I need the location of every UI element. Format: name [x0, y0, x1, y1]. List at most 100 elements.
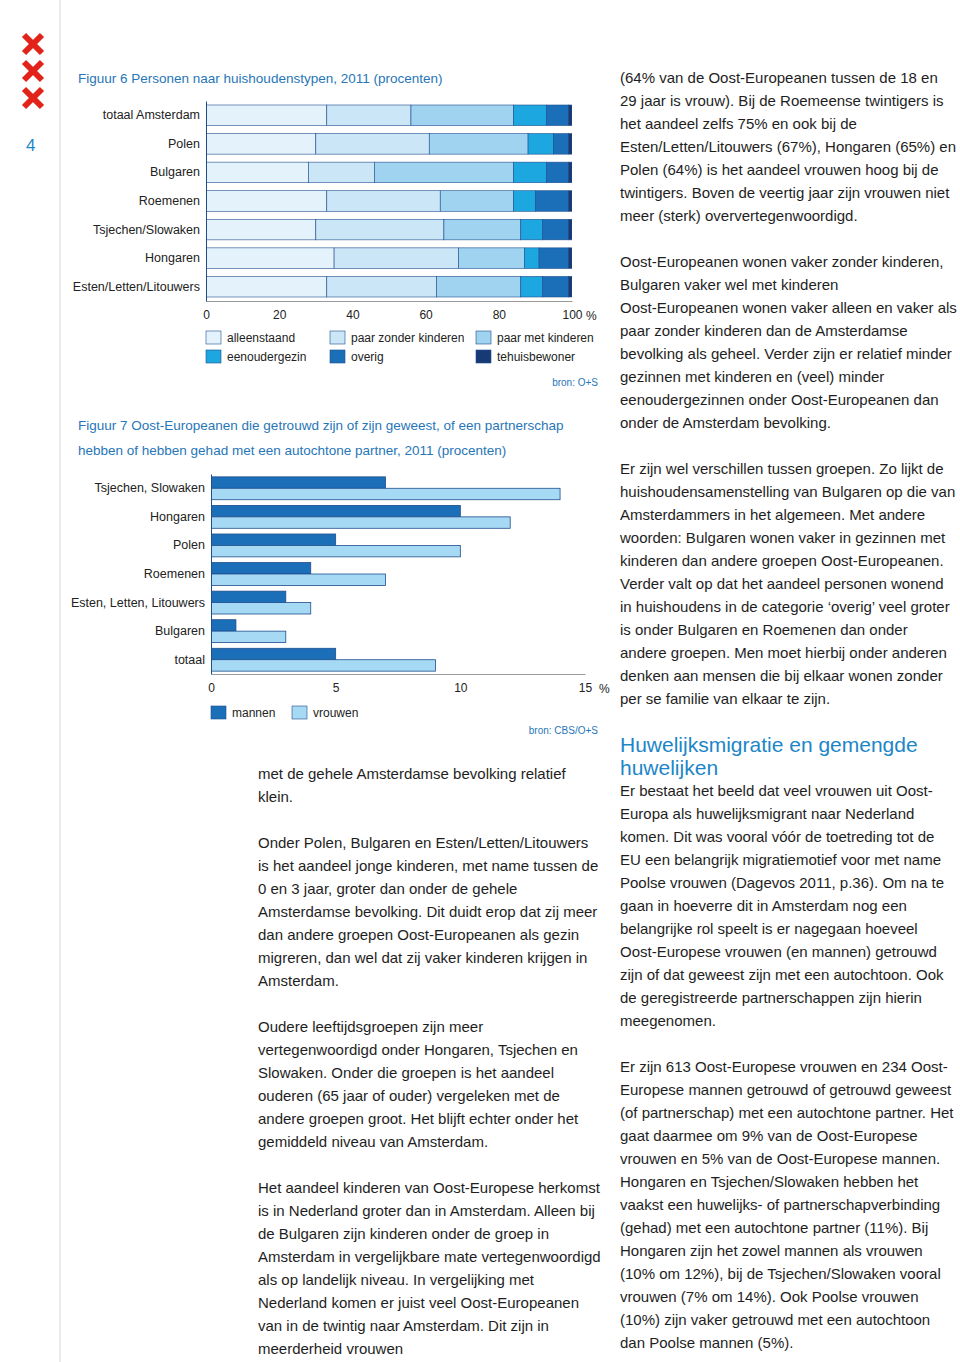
tick: 10 — [454, 674, 468, 695]
tick-label: 0 — [208, 681, 215, 695]
bar-segment — [521, 276, 543, 297]
logo-stroke — [24, 35, 42, 53]
legend: alleenstaand paar zonder kinderen paar met… — [206, 331, 594, 364]
category-label: Hongaren — [145, 251, 200, 265]
tick: 15 — [579, 674, 593, 695]
legend-swatch — [206, 350, 221, 363]
category-label: Tsjechen, Slowaken — [95, 481, 206, 495]
bar-segment — [437, 276, 521, 297]
legend-swatch — [292, 706, 307, 719]
bar-segment — [568, 219, 572, 240]
bar-segment — [513, 105, 546, 126]
title-line: hebben of hebben gehad met een autochton… — [78, 443, 506, 458]
bar — [211, 574, 386, 585]
bar-segment — [539, 248, 568, 269]
bar — [211, 603, 311, 614]
bar-segment — [521, 219, 543, 240]
bar — [211, 563, 311, 574]
tick-label: 10 — [454, 681, 468, 695]
tick-label: 40 — [346, 308, 360, 322]
tick: Polen — [173, 538, 211, 552]
logo-stroke — [24, 62, 42, 80]
tick-label: 20 — [273, 308, 287, 322]
series — [535, 105, 568, 297]
category-label: totaal — [174, 653, 205, 667]
bar — [211, 534, 336, 545]
paragraph: Het aandeel kinderen van Oost-Europese h… — [258, 1176, 603, 1360]
bar-segment — [327, 191, 440, 212]
category-label: Bulgaren — [155, 624, 205, 638]
y-axis: Tsjechen, SlowakenHongarenPolenRoemenenE… — [71, 475, 212, 675]
tick-label: 100 — [562, 308, 582, 322]
series — [206, 105, 334, 297]
logo-cross — [24, 62, 42, 80]
bar-segment — [568, 276, 572, 297]
title-line: Figuur 6 Personen naar huishoudenstypen,… — [78, 71, 443, 86]
page-number: 4 — [26, 136, 35, 156]
bar-segment — [316, 134, 429, 155]
bar-segment — [554, 134, 569, 155]
bar-segment — [535, 191, 568, 212]
bar-segment — [327, 276, 437, 297]
bar-segment — [429, 134, 528, 155]
legend-swatch — [476, 350, 491, 363]
category-label: Bulgaren — [150, 165, 200, 179]
bar-segment — [206, 191, 327, 212]
bar-segment — [327, 105, 411, 126]
category-label: Esten, Letten, Litouwers — [71, 596, 205, 610]
bar-segment — [528, 134, 554, 155]
bar — [211, 660, 435, 671]
tick: Bulgaren — [150, 165, 206, 179]
bar-segment — [440, 191, 513, 212]
legend-item: paar zonder kinderen — [330, 331, 464, 345]
category-label: Polen — [168, 137, 200, 151]
bar — [211, 620, 236, 631]
category-label: Tsjechen/Slowaken — [93, 223, 200, 237]
tick: totaal — [174, 653, 211, 667]
logo-cross — [24, 35, 42, 53]
bar-segment — [568, 105, 572, 126]
paragraph: met de gehele Amsterdamse bevolking rela… — [258, 762, 603, 808]
logo-stroke — [24, 89, 42, 107]
legend-label: paar met kinderen — [497, 331, 594, 345]
bar-segment — [524, 248, 539, 269]
series — [211, 488, 560, 671]
tick-label: 15 — [579, 681, 593, 695]
x-axis: 020406080100 — [203, 301, 583, 322]
legend-item: vrouwen — [292, 706, 358, 720]
bar-segment — [543, 219, 569, 240]
bar — [211, 477, 386, 488]
bar — [211, 648, 336, 659]
tick: 5 — [333, 674, 340, 695]
legend-item: paar met kinderen — [476, 331, 594, 345]
legend-item: alleenstaand — [206, 331, 295, 345]
category-label: Roemenen — [144, 567, 205, 581]
section-heading: Huwelijksmigratie en gemengde huwelijken — [620, 733, 958, 779]
tick-label: 5 — [333, 681, 340, 695]
plot-area — [206, 105, 572, 297]
logo-cross — [24, 89, 42, 107]
bar-segment — [543, 276, 569, 297]
paragraph: Er zijn wel verschillen tussen groepen. … — [620, 457, 958, 710]
bar — [211, 591, 286, 602]
legend-item: tehuisbewoner — [476, 350, 575, 364]
logo-stroke — [24, 35, 42, 53]
y-axis: totaal AmsterdamPolenBulgarenRoemenenTsj… — [73, 102, 207, 302]
bar-segment — [206, 162, 308, 183]
axis-unit: % — [586, 309, 597, 323]
tick: 100 — [562, 301, 582, 322]
category-label: Esten/Letten/Litouwers — [73, 280, 200, 294]
legend-swatch — [206, 331, 221, 344]
category-label: Roemenen — [139, 194, 200, 208]
source: bron: O+S — [552, 377, 598, 388]
axis-line — [207, 301, 573, 302]
bar-segment — [546, 105, 568, 126]
bar-segment — [206, 276, 327, 297]
tick: Hongaren — [145, 251, 206, 265]
tick: Tsjechen/Slowaken — [93, 223, 206, 237]
bar-segment — [411, 105, 513, 126]
paragraph: (64% van de Oost-Europeanen tussen de 18… — [620, 66, 958, 227]
chart-2: Figuur 7 Oost-Europeanen die getrouwd zi… — [71, 418, 610, 736]
bar-segment — [316, 219, 444, 240]
bar-segment — [568, 162, 572, 183]
